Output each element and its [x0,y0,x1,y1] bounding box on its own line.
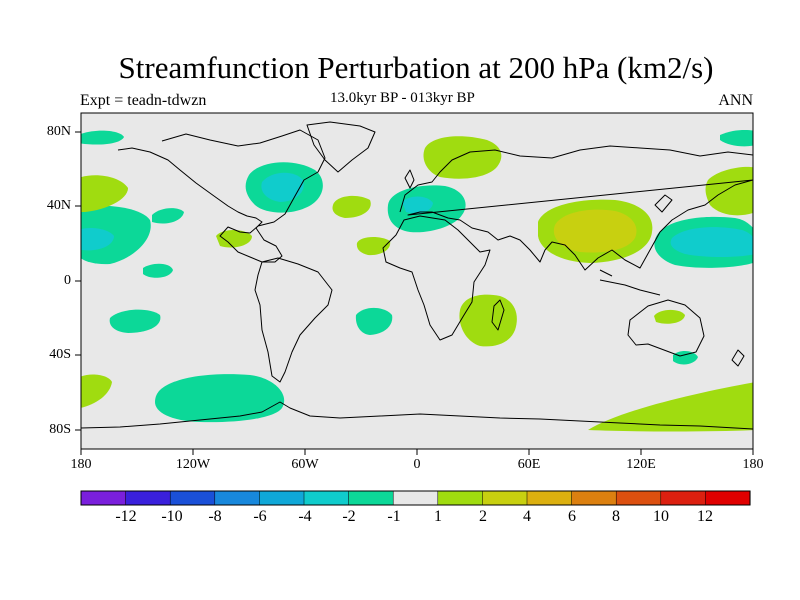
colorbar-label: 12 [697,508,713,525]
lat-tick-label: 40S [49,347,71,362]
colorbar [80,490,751,506]
colorbar-label: -2 [342,508,356,525]
colorbar-label: 8 [612,508,620,525]
colorbar-label: 2 [479,508,487,525]
positive-mid-regions [553,209,637,253]
colorbar-swatch [660,490,706,506]
lon-tick-label: 180 [70,457,92,472]
colorbar-label: -1 [387,508,401,525]
colorbar-swatch [259,490,305,506]
coastline-antarctica [81,401,753,430]
anomaly-region [81,205,151,265]
colorbar-label: -12 [115,508,137,525]
anomaly-region [356,237,391,256]
lon-tick-label: 60E [517,457,541,472]
colorbar-label: 6 [568,508,576,525]
anomaly-region [152,208,184,224]
lat-tick-label: 40N [46,198,71,213]
anomaly-region [81,374,112,408]
anomaly-region [109,309,161,333]
colorbar-swatch [348,490,394,506]
axis-ticks [75,131,754,455]
colorbar-swatch [526,490,573,506]
period-label: 13.0kyr BP - 013kyr BP [330,90,475,106]
anomaly-region [355,307,393,335]
colorbar-swatch [615,490,662,506]
lon-tick-label: 120E [626,457,656,472]
anomaly-region [81,130,124,145]
anomaly-region [654,309,685,324]
experiment-label: Expt = teadn-tdwzn [80,92,207,109]
colorbar-label: -8 [208,508,222,525]
coastline-japan [654,194,673,213]
lon-tick-label: 180 [742,457,764,472]
colorbar-frame [80,490,751,506]
coastline-south-america [254,257,333,383]
lon-tick-label: 0 [413,457,421,472]
anomaly-region [553,209,637,253]
coastline-north-america [117,129,326,263]
anomaly-region [216,230,252,248]
lon-tick-label: 120W [175,457,211,472]
colorbar-label: 10 [653,508,669,525]
colorbar-label: -4 [298,508,312,525]
negative-mid-regions [81,172,753,257]
colorbar-label: -10 [161,508,183,525]
anomaly-region [81,228,114,251]
anomaly-region [81,175,128,212]
coastline-indonesia [599,269,661,296]
anomaly-region [673,351,698,365]
anomaly-region [423,136,502,179]
colorbar-swatch [392,490,439,506]
colorbar-swatch [125,490,171,506]
anomaly-region [332,195,371,218]
lat-tick-label: 80S [49,422,71,437]
coastline-greenland [306,121,376,173]
colorbar-label: 4 [523,508,531,525]
anomaly-region [155,374,285,423]
coastline-australia [627,299,705,357]
anomaly-region [261,172,304,202]
colorbar-swatch [705,490,751,506]
colorbar-swatch [80,490,127,506]
anomaly-region [670,227,753,257]
season-label: ANN [718,92,753,109]
colorbar-label: 1 [434,508,442,525]
lon-tick-label: 60W [291,457,319,472]
colorbar-label: -6 [253,508,267,525]
coastline-uk [404,169,415,189]
colorbar-swatch [571,490,617,506]
coastline-eurasia [399,145,753,271]
lat-tick-label: 0 [64,273,71,288]
coastline-africa [382,215,491,341]
colorbar-swatch [437,490,483,506]
colorbar-swatch [303,490,350,506]
colorbar-swatch [169,490,216,506]
coastlines [81,121,753,430]
anomaly-region [705,166,753,216]
anomaly-region [588,382,753,432]
map-title: Streamfunction Perturbation at 200 hPa (… [118,50,714,85]
colorbar-swatch [214,490,260,506]
anomaly-region [720,129,753,147]
coastline-new-zealand [731,349,745,367]
colorbar-swatch [482,490,528,506]
anomaly-region [143,263,173,278]
anomaly-region [402,196,433,214]
coastline-madagascar [491,299,505,331]
lat-tick-label: 80N [46,124,71,139]
